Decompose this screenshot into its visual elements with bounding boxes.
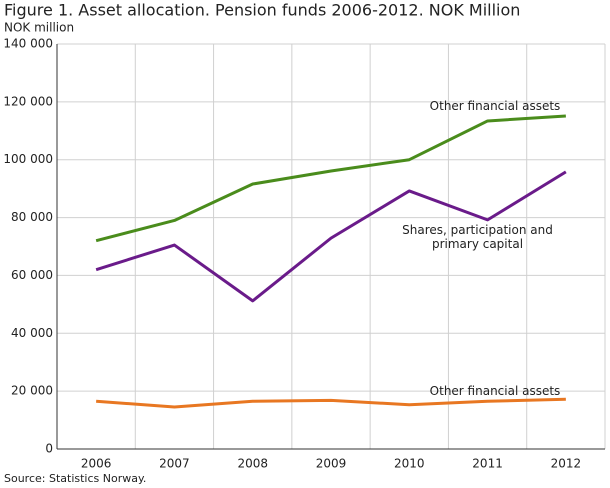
source: Source: Statistics Norway.	[4, 472, 146, 485]
series-label: Other financial assets	[429, 99, 561, 113]
x-tick-label: 2007	[159, 457, 190, 471]
series-label: Other financial assets	[429, 384, 561, 398]
y-tick-label: 140 000	[3, 37, 53, 51]
y-axis-label: NOK million	[4, 21, 74, 35]
x-tick-label: 2009	[316, 457, 347, 471]
y-tick-label: 100 000	[3, 152, 53, 166]
y-tick-label: 20 000	[11, 384, 53, 398]
y-tick-label: 40 000	[11, 326, 53, 340]
series-label: Shares, participation and primary capita…	[402, 223, 553, 251]
series-line	[95, 170, 567, 303]
x-tick-label: 2008	[237, 457, 268, 471]
y-tick-label: 120 000	[3, 94, 53, 108]
x-tick-label: 2010	[394, 457, 425, 471]
y-tick-label: 0	[45, 442, 53, 456]
chart-title: Figure 1. Asset allocation. Pension fund…	[4, 1, 520, 20]
y-tick-label: 80 000	[11, 210, 53, 224]
x-tick-label: 2011	[472, 457, 503, 471]
x-tick-label: 2006	[81, 457, 112, 471]
x-tick-label: 2012	[551, 457, 582, 471]
series-line	[95, 114, 566, 243]
series-line	[96, 397, 566, 409]
y-tick-label: 60 000	[11, 268, 53, 282]
